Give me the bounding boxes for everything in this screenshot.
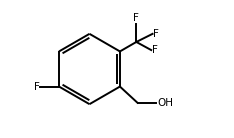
Text: OH: OH bbox=[157, 98, 173, 108]
Text: F: F bbox=[133, 13, 139, 23]
Text: F: F bbox=[152, 45, 158, 55]
Text: F: F bbox=[153, 29, 159, 39]
Text: F: F bbox=[33, 82, 40, 92]
